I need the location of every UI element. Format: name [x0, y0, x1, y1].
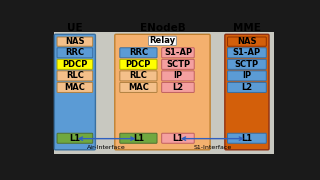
FancyBboxPatch shape [148, 36, 176, 46]
FancyBboxPatch shape [162, 82, 194, 93]
FancyBboxPatch shape [57, 82, 93, 93]
Bar [228, 58, 266, 62]
FancyBboxPatch shape [162, 71, 194, 81]
Text: L1: L1 [69, 134, 80, 143]
FancyBboxPatch shape [115, 34, 210, 150]
Text: SCTP: SCTP [235, 60, 259, 69]
Text: IP: IP [242, 71, 252, 80]
Bar [54, 32, 274, 154]
Text: L1: L1 [133, 134, 144, 143]
FancyBboxPatch shape [228, 71, 266, 81]
Text: S1-AP: S1-AP [164, 48, 192, 57]
FancyBboxPatch shape [57, 37, 93, 46]
Text: UE: UE [67, 23, 83, 33]
Text: ENodeB: ENodeB [140, 23, 185, 33]
FancyBboxPatch shape [228, 37, 266, 46]
Text: NAS: NAS [237, 37, 257, 46]
Text: S1-AP: S1-AP [233, 48, 261, 57]
Text: L2: L2 [241, 83, 252, 92]
Bar [228, 82, 266, 85]
Text: L1: L1 [172, 134, 183, 143]
Text: PDCP: PDCP [126, 60, 151, 69]
Text: Relay: Relay [149, 36, 175, 45]
FancyBboxPatch shape [228, 59, 266, 69]
Text: L1: L1 [241, 134, 252, 143]
FancyBboxPatch shape [120, 82, 157, 93]
FancyBboxPatch shape [225, 34, 269, 150]
Text: MME: MME [233, 23, 261, 33]
Text: PDCP: PDCP [62, 60, 88, 69]
Text: L2: L2 [172, 83, 183, 92]
FancyBboxPatch shape [120, 133, 157, 143]
FancyBboxPatch shape [120, 59, 157, 69]
FancyBboxPatch shape [228, 82, 266, 93]
FancyBboxPatch shape [228, 48, 266, 58]
Text: IP: IP [173, 71, 182, 80]
FancyBboxPatch shape [162, 133, 194, 143]
FancyBboxPatch shape [57, 59, 93, 69]
FancyBboxPatch shape [228, 133, 266, 143]
Text: Air-Interface: Air-Interface [87, 145, 126, 150]
Text: S1-Interface: S1-Interface [193, 145, 232, 150]
Text: RLC: RLC [130, 71, 148, 80]
Text: MAC: MAC [128, 83, 149, 92]
Text: RRC: RRC [129, 48, 148, 57]
FancyBboxPatch shape [120, 71, 157, 81]
FancyBboxPatch shape [162, 59, 194, 69]
Text: NAS: NAS [65, 37, 84, 46]
FancyBboxPatch shape [57, 71, 93, 81]
Text: SCTP: SCTP [166, 60, 190, 69]
FancyBboxPatch shape [54, 34, 95, 150]
Text: RRC: RRC [65, 48, 84, 57]
Text: RLC: RLC [66, 71, 84, 80]
Text: MAC: MAC [64, 83, 85, 92]
FancyBboxPatch shape [120, 48, 157, 58]
FancyBboxPatch shape [57, 133, 93, 143]
FancyBboxPatch shape [57, 48, 93, 58]
FancyBboxPatch shape [162, 48, 194, 58]
